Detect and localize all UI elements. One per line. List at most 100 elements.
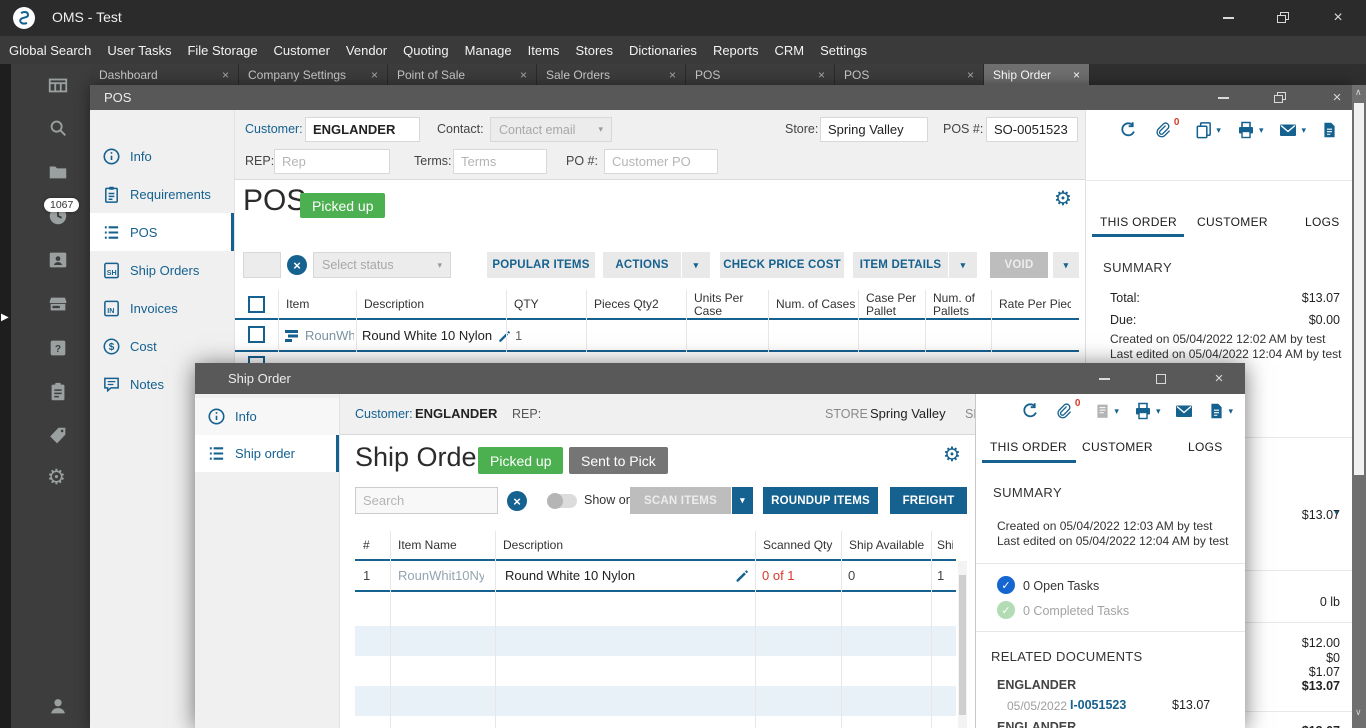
print-button[interactable]: ▾ bbox=[1236, 120, 1263, 140]
ship-nav-ship-order[interactable]: Ship order bbox=[195, 435, 339, 472]
tab-close-icon[interactable]: × bbox=[817, 67, 825, 82]
scrollbar-thumb[interactable] bbox=[1354, 103, 1364, 475]
menu-dictionaries[interactable]: Dictionaries bbox=[629, 42, 697, 58]
search-input[interactable] bbox=[355, 487, 498, 514]
pos-filter-box[interactable] bbox=[243, 252, 281, 278]
menu-reports[interactable]: Reports bbox=[712, 42, 759, 58]
tab-sale-orders[interactable]: Sale Orders × bbox=[537, 64, 686, 85]
pos-restore-button[interactable] bbox=[1265, 85, 1295, 110]
tab-company-settings[interactable]: Company Settings × bbox=[239, 64, 388, 85]
menu-vendor[interactable]: Vendor bbox=[345, 42, 388, 58]
menu-user-tasks[interactable]: User Tasks bbox=[107, 42, 172, 58]
store-icon[interactable] bbox=[47, 293, 69, 315]
ship-minimize-button[interactable] bbox=[1088, 363, 1120, 394]
actions-button[interactable]: ACTIONS bbox=[603, 252, 681, 278]
roundup-items-button[interactable]: ROUNDUP ITEMS bbox=[763, 487, 878, 514]
pos-table-row[interactable]: RounWhit10Nylon Round White 10 Nylon 1 bbox=[235, 320, 1079, 350]
scan-items-dropdown-button[interactable]: ▾ bbox=[732, 487, 753, 514]
tab-close-icon[interactable]: × bbox=[966, 67, 974, 82]
actions-dropdown-button[interactable]: ▾ bbox=[682, 252, 710, 278]
table-scrollbar[interactable] bbox=[958, 561, 967, 728]
user-icon[interactable] bbox=[47, 695, 69, 717]
tab-close-icon[interactable]: × bbox=[668, 67, 676, 82]
tab-close-icon[interactable]: × bbox=[1072, 67, 1080, 82]
edit-pencil-icon[interactable] bbox=[496, 328, 511, 343]
pos-number-field[interactable] bbox=[986, 117, 1078, 142]
customer-field[interactable] bbox=[305, 117, 420, 142]
contact-dropdown[interactable]: Contact email ▾ bbox=[490, 117, 612, 142]
restore-button[interactable] bbox=[1260, 0, 1306, 36]
void-button[interactable]: VOID bbox=[990, 252, 1048, 278]
refresh-icon[interactable] bbox=[1118, 120, 1138, 140]
menu-global-search[interactable]: Global Search bbox=[9, 42, 92, 58]
close-button[interactable]: × bbox=[1315, 0, 1361, 36]
scan-items-button[interactable]: SCAN ITEMS bbox=[630, 487, 731, 514]
menu-stores[interactable]: Stores bbox=[575, 42, 614, 58]
attachments-button[interactable]: 0 bbox=[1153, 117, 1179, 140]
tab-pos-1[interactable]: POS × bbox=[686, 64, 835, 85]
ship-table-row[interactable]: 1 RounWhit10Nylon Round White 10 Nylon 0… bbox=[355, 561, 956, 590]
check-price-cost-button[interactable]: CHECK PRICE COST bbox=[720, 252, 844, 278]
menu-quoting[interactable]: Quoting bbox=[403, 42, 449, 58]
pos-nav-requirements[interactable]: Requirements bbox=[90, 175, 234, 213]
row-checkbox[interactable] bbox=[248, 326, 265, 343]
ship-close-button[interactable]: × bbox=[1203, 363, 1235, 394]
void-dropdown-button[interactable]: ▾ bbox=[1053, 252, 1079, 278]
store-field[interactable] bbox=[820, 117, 928, 142]
tab-ship-order[interactable]: Ship Order × bbox=[984, 64, 1090, 85]
tab-pos-2[interactable]: POS × bbox=[835, 64, 984, 85]
tab-point-of-sale[interactable]: Point of Sale × bbox=[388, 64, 537, 85]
minimize-button[interactable] bbox=[1205, 0, 1251, 36]
menu-customer[interactable]: Customer bbox=[273, 42, 330, 58]
scroll-up-icon[interactable]: ∧ bbox=[1355, 87, 1362, 97]
item-details-button[interactable]: ITEM DETAILS bbox=[853, 252, 948, 278]
help-icon[interactable]: ? bbox=[47, 337, 69, 359]
show-only-toggle[interactable] bbox=[547, 493, 577, 509]
gear-icon[interactable]: ⚙ bbox=[47, 466, 66, 489]
ship-nav-info[interactable]: Info bbox=[195, 398, 339, 435]
panel-tab-logs[interactable]: LOGS bbox=[1305, 215, 1340, 229]
panel-tab-this-order[interactable]: THIS ORDER bbox=[1100, 215, 1178, 229]
menu-file-storage[interactable]: File Storage bbox=[187, 42, 258, 58]
ship-settings-gear-icon[interactable]: ⚙ bbox=[943, 444, 961, 466]
pos-minimize-button[interactable] bbox=[1208, 85, 1238, 110]
completed-tasks-label[interactable]: 0 Completed Tasks bbox=[1023, 604, 1130, 618]
document-icon[interactable] bbox=[1321, 120, 1338, 140]
pos-close-button[interactable]: × bbox=[1322, 85, 1352, 110]
pos-settings-gear-icon[interactable]: ⚙ bbox=[1054, 188, 1072, 210]
popular-items-button[interactable]: POPULAR ITEMS bbox=[487, 252, 595, 278]
refresh-icon[interactable] bbox=[1020, 401, 1040, 421]
freight-button[interactable]: FREIGHT bbox=[890, 487, 967, 514]
dashboard-icon[interactable] bbox=[47, 74, 69, 96]
pos-nav-info[interactable]: Info bbox=[90, 137, 234, 175]
tag-icon[interactable] bbox=[47, 425, 69, 447]
sidebar-expander[interactable]: ▶ bbox=[1, 312, 9, 323]
table-scrollbar-thumb[interactable] bbox=[959, 575, 966, 715]
print-button[interactable]: ▾ bbox=[1133, 401, 1160, 421]
email-button[interactable]: ▾ bbox=[1278, 120, 1306, 140]
pos-nav-invoices[interactable]: IN Invoices bbox=[90, 289, 234, 327]
menu-items[interactable]: Items bbox=[527, 42, 560, 58]
app-scrollbar[interactable]: ∧ ∨ bbox=[1352, 85, 1366, 728]
scroll-down-icon[interactable]: ∨ bbox=[1355, 707, 1362, 717]
contacts-icon[interactable] bbox=[47, 249, 69, 271]
tab-close-icon[interactable]: × bbox=[221, 67, 229, 82]
attachments-button[interactable]: 0 bbox=[1054, 398, 1080, 421]
search-icon[interactable] bbox=[47, 117, 69, 139]
clear-filter-button[interactable]: × bbox=[287, 255, 307, 275]
panel-tab-logs[interactable]: LOGS bbox=[1188, 440, 1223, 454]
rep-field[interactable] bbox=[274, 149, 390, 174]
chevron-down-icon[interactable]: ▾ bbox=[1334, 507, 1339, 517]
item-details-dropdown-button[interactable]: ▾ bbox=[949, 252, 977, 278]
copy-button[interactable]: ▾ bbox=[1194, 120, 1221, 140]
related-doc-link[interactable]: I-0051523 bbox=[1070, 698, 1127, 712]
clipboard-icon[interactable] bbox=[47, 381, 69, 403]
panel-tab-this-order[interactable]: THIS ORDER bbox=[990, 440, 1068, 454]
pos-nav-cost[interactable]: $ Cost bbox=[90, 327, 234, 365]
edit-pencil-icon[interactable] bbox=[733, 567, 749, 583]
menu-crm[interactable]: CRM bbox=[774, 42, 805, 58]
envelope-icon[interactable] bbox=[1174, 401, 1194, 421]
ship-maximize-button[interactable] bbox=[1145, 363, 1177, 394]
receipt-button[interactable]: ▾ bbox=[1094, 401, 1119, 421]
tab-dashboard[interactable]: Dashboard × bbox=[90, 64, 239, 85]
